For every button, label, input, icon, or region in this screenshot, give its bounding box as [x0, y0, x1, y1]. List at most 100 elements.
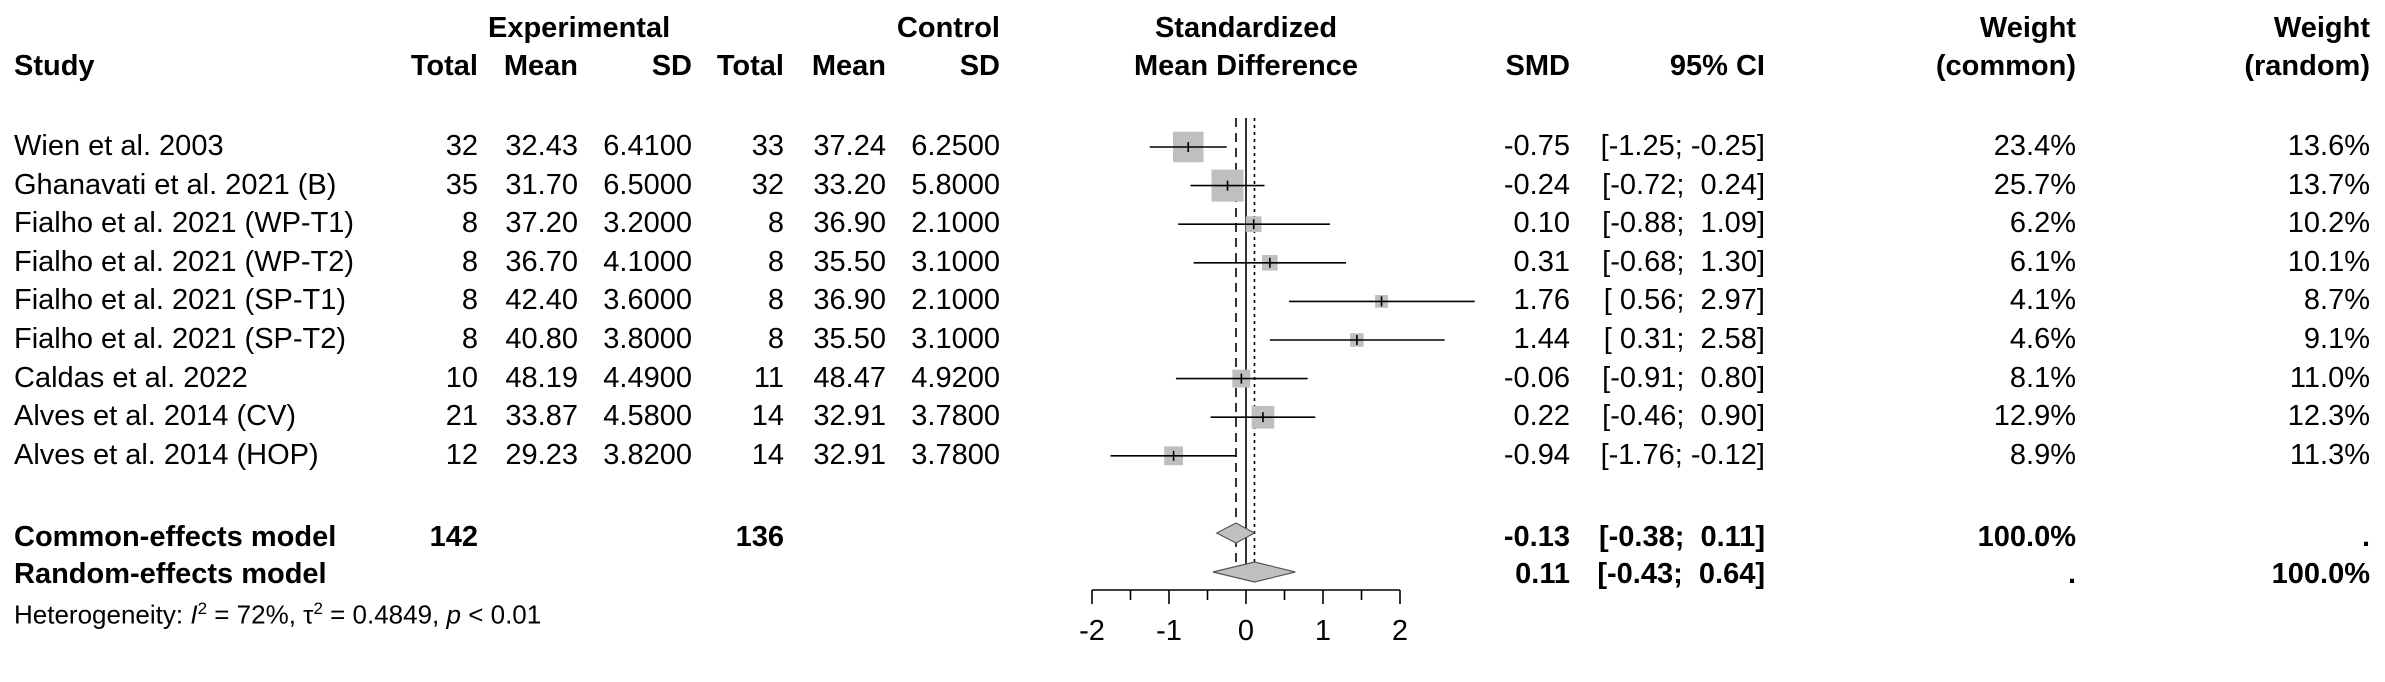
row-4-smd: 0.31 [1513, 245, 1570, 278]
row-1-smd: -0.75 [1503, 130, 1570, 162]
random-weight-common: . [2067, 558, 2076, 590]
row-3-w-random: 10.2% [2287, 207, 2370, 240]
row-5-smd: 1.76 [1513, 284, 1570, 317]
row-6-smd: 1.44 [1513, 323, 1570, 355]
row-6-total-c: 8 [767, 323, 784, 355]
row-8-smd: 0.22 [1513, 400, 1570, 433]
row-5-w-common: 4.1% [2009, 284, 2076, 317]
row-9-mean-c: 32.91 [813, 438, 886, 471]
row-9-total-e: 12 [445, 438, 478, 471]
row-4-ci: [-0.68; 1.30] [1602, 245, 1765, 278]
row-7-ci: [-0.91; 0.80] [1602, 361, 1765, 394]
row-2-smd: -0.24 [1503, 168, 1570, 201]
row-5-ci: [ 0.56; 2.97] [1603, 284, 1765, 317]
row-9-w-random: 11.3% [2289, 438, 2370, 471]
sd-e-col-header: SD [651, 50, 692, 82]
plot-title-line2: Mean Difference [1133, 50, 1358, 82]
row-2-sd-e: 6.5000 [603, 168, 692, 201]
common-smd: -0.13 [1503, 521, 1570, 553]
row-3-w-common: 6.2% [2009, 207, 2076, 240]
row-9-total-c: 14 [751, 438, 784, 471]
row-6-sd-c: 3.1000 [911, 323, 1000, 355]
common-total-c: 136 [735, 521, 784, 553]
row-9-mean-e: 29.23 [505, 438, 578, 471]
row-6-ci: [ 0.31; 2.58] [1603, 323, 1765, 355]
row-7-total-c: 11 [753, 361, 784, 394]
row-4-w-random: 10.1% [2287, 245, 2370, 278]
row-3-ci: [-0.88; 1.09] [1602, 207, 1765, 240]
row-8-mean-c: 32.91 [813, 400, 886, 433]
common-effects-diamond [1215, 522, 1256, 544]
row-1-total-c: 33 [751, 130, 784, 162]
row-4-sd-c: 3.1000 [911, 245, 1000, 278]
common-weight-random: . [2361, 521, 2370, 553]
row-9-study: Alves et al. 2014 (HOP) [14, 438, 319, 471]
row-9-ci: [-1.76; -0.12] [1600, 438, 1765, 471]
x-tick-label: 2 [1392, 615, 1408, 647]
row-6-study: Fialho et al. 2021 (SP-T2) [14, 323, 347, 355]
row-2-ci: [-0.72; 0.24] [1602, 168, 1765, 201]
row-7-w-random: 11.0% [2289, 361, 2370, 394]
row-4-sd-e: 4.1000 [603, 245, 692, 278]
row-9-w-common: 8.9% [2009, 438, 2076, 471]
row-6-mean-c: 35.50 [813, 323, 886, 355]
row-8-sd-e: 4.5800 [603, 400, 692, 433]
row-6-mean-e: 40.80 [505, 323, 578, 355]
row-3-sd-e: 3.2000 [603, 207, 692, 240]
row-1-w-random: 13.6% [2287, 130, 2370, 162]
row-7-sd-c: 4.9200 [911, 361, 1000, 394]
row-4-study: Fialho et al. 2021 (WP-T2) [14, 245, 355, 278]
row-6-w-random: 9.1% [2303, 323, 2370, 355]
row-3-study: Fialho et al. 2021 (WP-T1) [14, 207, 355, 240]
row-3-smd: 0.10 [1513, 207, 1570, 240]
row-5-total-c: 8 [767, 284, 784, 317]
row-1-total-e: 32 [445, 130, 478, 162]
weight-common-header-2: (common) [1935, 50, 2076, 82]
total-c-col-header: Total [716, 50, 784, 82]
row-4-total-c: 8 [767, 245, 784, 278]
row-6-sd-e: 3.8000 [603, 323, 692, 355]
heterogeneity-text: Heterogeneity: I2 = 72%, τ2 = 0.4849, p … [14, 599, 542, 630]
total-e-col-header: Total [410, 50, 478, 82]
x-tick-label: 1 [1315, 615, 1331, 647]
row-8-w-random: 12.3% [2287, 400, 2370, 433]
row-8-total-e: 21 [445, 400, 478, 433]
row-2-sd-c: 5.8000 [911, 168, 1000, 201]
weight-common-header-1: Weight [1979, 12, 2076, 44]
row-5-study: Fialho et al. 2021 (SP-T1) [14, 284, 347, 317]
sd-c-col-header: SD [959, 50, 1000, 82]
row-2-mean-c: 33.20 [813, 168, 886, 201]
row-8-ci: [-0.46; 0.90] [1602, 400, 1765, 433]
random-ci: [-0.43; 0.64] [1597, 558, 1765, 590]
weight-random-header-2: (random) [2244, 50, 2370, 82]
row-2-w-random: 13.7% [2287, 168, 2370, 201]
row-2-total-e: 35 [445, 168, 478, 201]
row-1-ci: [-1.25; -0.25] [1600, 130, 1765, 162]
x-tick-label: 0 [1238, 615, 1254, 647]
smd-col-header: SMD [1505, 50, 1570, 82]
mean-e-col-header: Mean [503, 50, 578, 82]
row-1-sd-c: 6.2500 [911, 130, 1000, 162]
row-9-smd: -0.94 [1503, 438, 1570, 471]
row-8-mean-e: 33.87 [505, 400, 578, 433]
common-model-label: Common-effects model [14, 521, 337, 553]
row-6-total-e: 8 [461, 323, 478, 355]
row-7-mean-c: 48.47 [813, 361, 886, 394]
row-3-sd-c: 2.1000 [911, 207, 1000, 240]
row-8-w-common: 12.9% [1993, 400, 2076, 433]
mean-c-col-header: Mean [811, 50, 886, 82]
row-8-total-c: 14 [751, 400, 784, 433]
common-weight-common: 100.0% [1977, 521, 2076, 553]
row-4-w-common: 6.1% [2009, 245, 2076, 278]
row-8-sd-c: 3.7800 [911, 400, 1000, 433]
row-9-sd-e: 3.8200 [603, 438, 692, 471]
row-9-sd-c: 3.7800 [911, 438, 1000, 471]
experimental-header: Experimental [488, 12, 671, 44]
row-1-sd-e: 6.4100 [603, 130, 692, 162]
row-1-mean-e: 32.43 [505, 130, 578, 162]
control-header: Control [896, 12, 1000, 44]
row-3-mean-c: 36.90 [813, 207, 886, 240]
ci-col-header: 95% CI [1669, 50, 1765, 82]
plot-title-line1: Standardized [1154, 12, 1338, 44]
